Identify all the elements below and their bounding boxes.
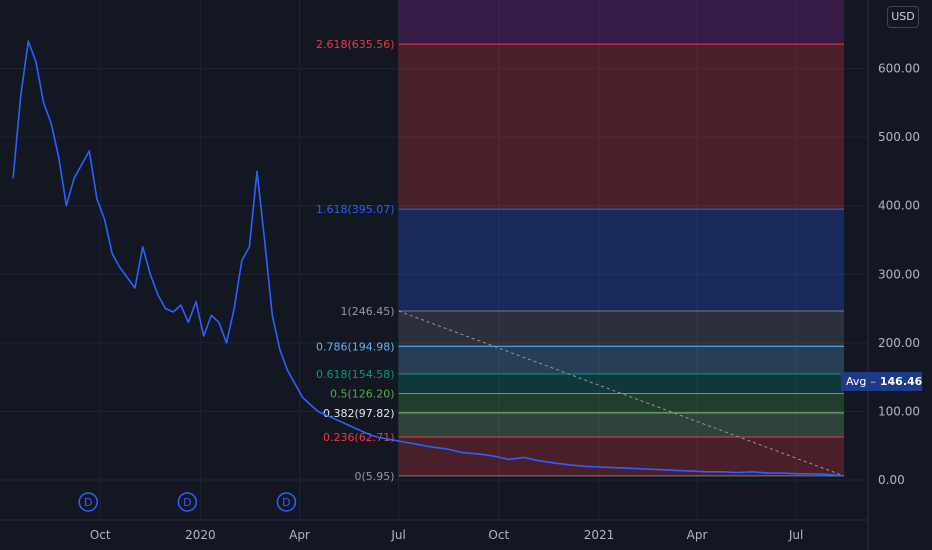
avg-value: 146.46 xyxy=(879,375,922,388)
fib-band-0.786 xyxy=(398,346,845,375)
x-tick-label-0: Oct xyxy=(90,528,111,542)
fib-level-label-2.618: 2.618(635.56) xyxy=(316,38,395,51)
avg-dash: – xyxy=(870,375,876,388)
fib-level-label-0: 0(5.95) xyxy=(355,470,395,483)
dividend-marker-label: D xyxy=(282,496,290,509)
fib-band-1.618 xyxy=(398,209,845,312)
fibonacci-retracement[interactable]: 0(5.95) 0.236(62.71) 0.382(97.82) 0.5(126.2… xyxy=(316,0,845,483)
y-tick-label-4: 400.00 xyxy=(878,199,920,213)
fib-level-label-0.236: 0.236(62.71) xyxy=(323,431,395,444)
fib-level-label-0.618: 0.618(154.58) xyxy=(316,368,395,381)
fib-level-label-0.786: 0.786(194.98) xyxy=(316,340,395,353)
x-tick-label-7: Jul xyxy=(788,528,803,542)
fib-band-0.618 xyxy=(398,374,845,394)
dividend-marker-2[interactable]: D xyxy=(276,492,297,512)
dividend-marker-0[interactable]: D xyxy=(78,492,98,512)
x-tick-label-5: 2021 xyxy=(584,528,615,542)
fib-level-label-1: 1(246.45) xyxy=(341,305,395,318)
dividend-marker-label: D xyxy=(84,496,92,509)
y-tick-label-0: 0.00 xyxy=(878,473,905,487)
dividend-marker-1[interactable]: D xyxy=(177,492,198,512)
fib-level-label-0.382: 0.382(97.82) xyxy=(323,407,395,420)
fib-level-label-0.5: 0.5(126.20) xyxy=(330,387,395,400)
x-tick-label-2: Apr xyxy=(289,528,310,542)
dividend-marker-label: D xyxy=(183,496,191,509)
dividend-marker-circle[interactable] xyxy=(78,492,98,512)
x-tick-label-3: Jul xyxy=(390,528,405,542)
fib-band-0.382 xyxy=(398,412,845,437)
y-tick-label-1: 100.00 xyxy=(878,404,920,418)
fib-level-label-1.618: 1.618(395.07) xyxy=(316,203,395,216)
dividend-marker-circle[interactable] xyxy=(177,492,198,512)
avg-label: Avg xyxy=(846,375,867,388)
fib-band-1 xyxy=(398,311,845,347)
y-tick-label-3: 300.00 xyxy=(878,267,920,281)
price-series xyxy=(12,40,845,477)
dividend-marker-circle[interactable] xyxy=(276,492,297,512)
fib-trend-line[interactable] xyxy=(398,310,845,477)
fib-band-0.5 xyxy=(398,393,845,413)
x-tick-label-1: 2020 xyxy=(185,528,216,542)
y-tick-label-5: 500.00 xyxy=(878,130,920,144)
x-tick-label-6: Apr xyxy=(687,528,708,542)
currency-badge[interactable]: USD xyxy=(887,6,919,28)
y-tick-label-2: 200.00 xyxy=(878,336,920,350)
y-tick-label-6: 600.00 xyxy=(878,62,920,76)
fib-band-3.618 xyxy=(398,0,845,45)
price-line-series-0 xyxy=(12,40,845,477)
avg-price-badge: Avg –146.46 xyxy=(841,372,922,391)
grid-lines xyxy=(0,0,868,520)
fib-band-2.618 xyxy=(398,44,845,210)
x-tick-label-4: Oct xyxy=(488,528,509,542)
fib-band-0.236 xyxy=(398,436,845,476)
